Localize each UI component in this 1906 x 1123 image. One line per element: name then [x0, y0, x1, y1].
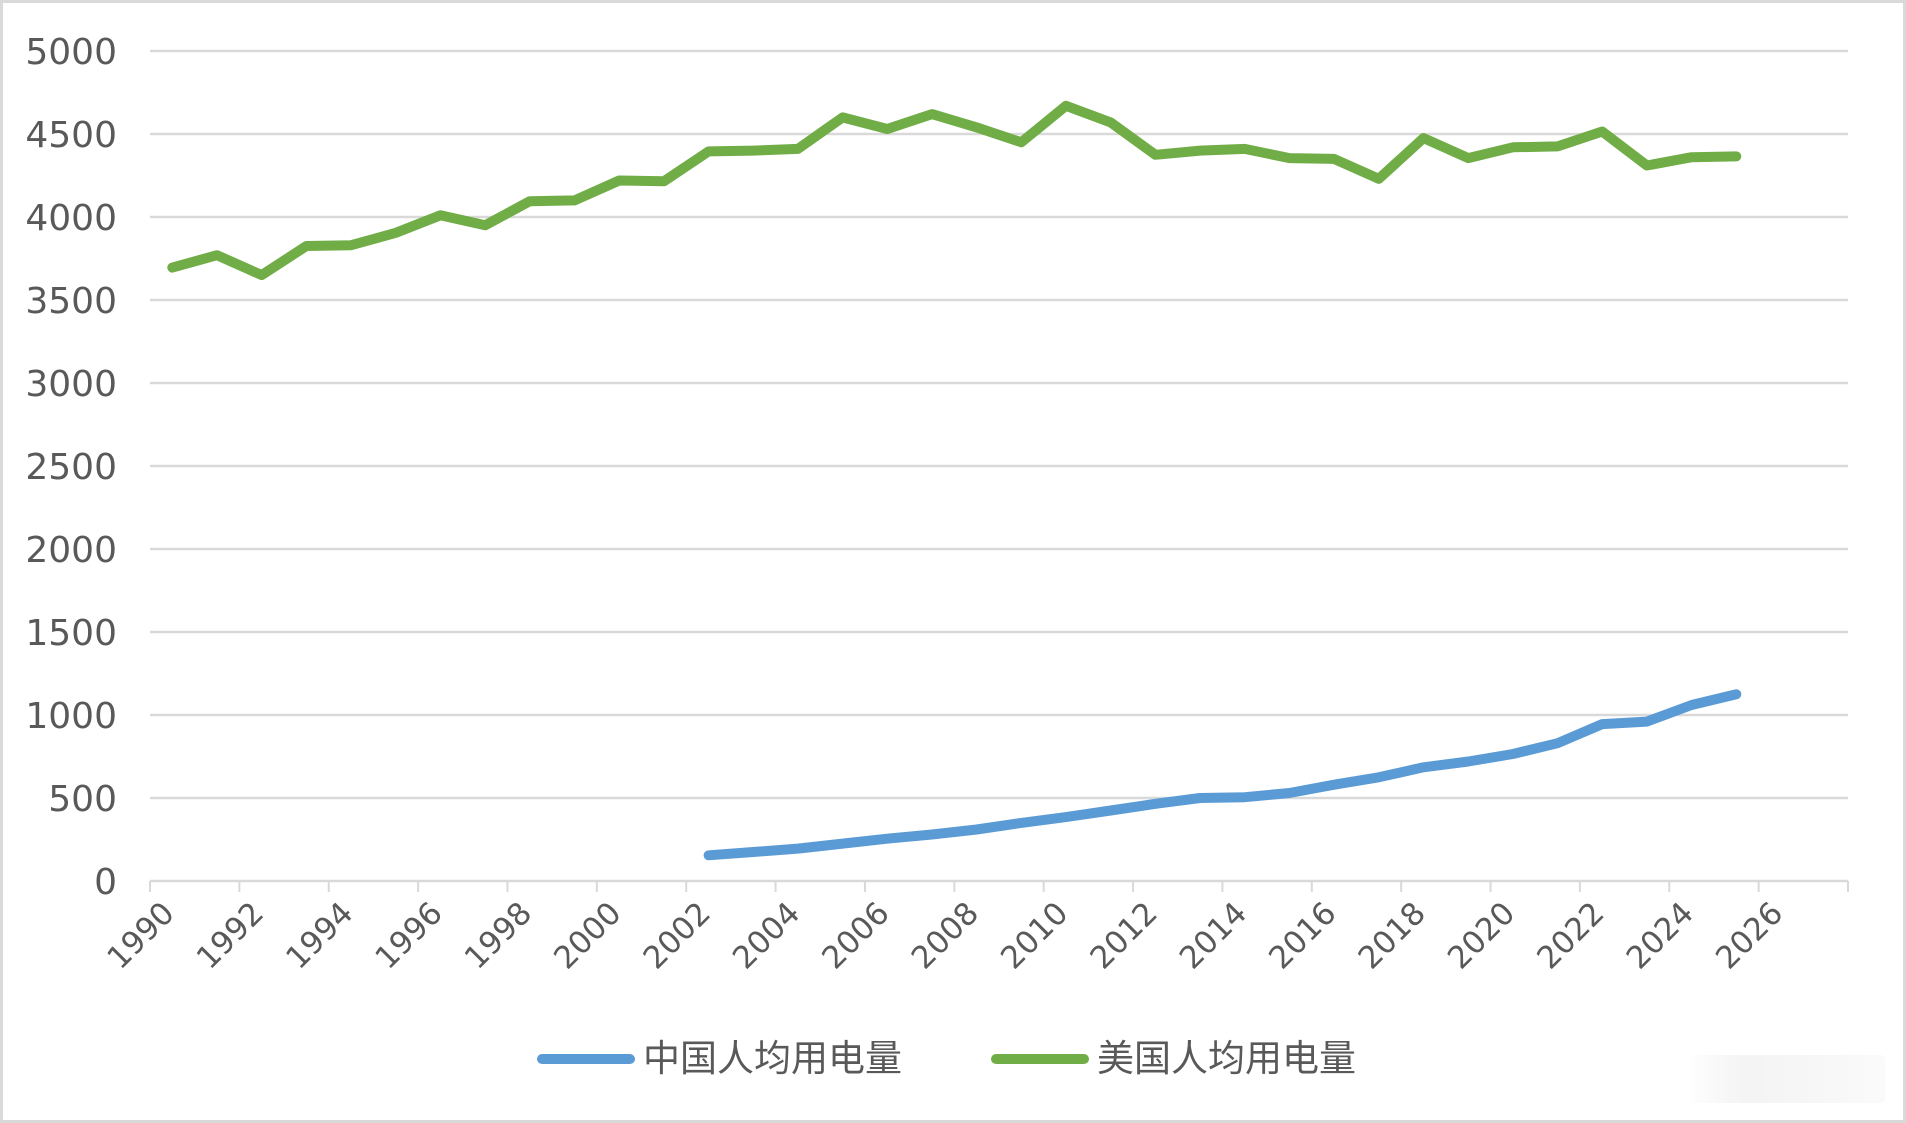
legend-swatch-usa-icon: [991, 1054, 1089, 1064]
x-tick-label: 2022: [1530, 895, 1611, 976]
y-tick-label: 4000: [25, 198, 117, 239]
y-tick-label: 1500: [25, 613, 117, 654]
y-axis: 0 500 1000 1500 2000 2500 3000 3500 4000 4500 5000: [25, 32, 117, 903]
x-tick-label: 2010: [994, 895, 1075, 976]
x-axis: 1990 1992 1994 1996 1998 2000 2002 2004 2006 2008…: [100, 879, 1849, 976]
x-tick-label: 1994: [279, 895, 360, 976]
x-tick-label: 2004: [726, 895, 807, 976]
x-tick-label: 2000: [547, 895, 628, 976]
legend-item-usa[interactable]: 美国人均用电量: [991, 1036, 1356, 1082]
y-tick-label: 500: [48, 779, 117, 820]
x-tick-label: 2016: [1262, 895, 1343, 976]
x-tick-label: 1998: [458, 895, 539, 976]
watermark-artifact: [1685, 1055, 1885, 1103]
y-tick-label: 4500: [25, 115, 117, 156]
y-tick-label: 3000: [25, 364, 117, 405]
legend-swatch-china-icon: [537, 1054, 635, 1064]
series-line-usa: [167, 100, 1742, 281]
x-tick-label: 2026: [1709, 895, 1790, 976]
x-tick-label: 2008: [905, 895, 986, 976]
series-line-china: [703, 689, 1742, 861]
x-tick-label: 2020: [1441, 895, 1522, 976]
y-tick-label: 2500: [25, 447, 117, 488]
x-tick-label: 2006: [815, 895, 896, 976]
x-tick-label: 1992: [190, 895, 271, 976]
x-tick-label: 2014: [1173, 895, 1254, 976]
legend-item-china[interactable]: 中国人均用电量: [537, 1036, 902, 1082]
y-tick-label: 0: [94, 862, 117, 903]
x-tick-label: 2018: [1352, 895, 1433, 976]
x-tick-label: 2024: [1620, 895, 1701, 976]
y-tick-label: 2000: [25, 530, 117, 571]
x-tick-label: 1996: [369, 895, 450, 976]
y-tick-label: 1000: [25, 696, 117, 737]
gridlines: [150, 49, 1848, 800]
legend: 中国人均用电量 美国人均用电量: [0, 1036, 1906, 1082]
legend-label-usa: 美国人均用电量: [1097, 1037, 1356, 1080]
y-tick-label: 5000: [25, 32, 117, 73]
legend-label-china: 中国人均用电量: [643, 1037, 902, 1080]
x-tick-label: 2012: [1083, 895, 1164, 976]
series-lines: [167, 100, 1742, 861]
x-tick-label: 2002: [637, 895, 718, 976]
y-tick-label: 3500: [25, 281, 117, 322]
x-tick-label: 1990: [100, 895, 181, 976]
